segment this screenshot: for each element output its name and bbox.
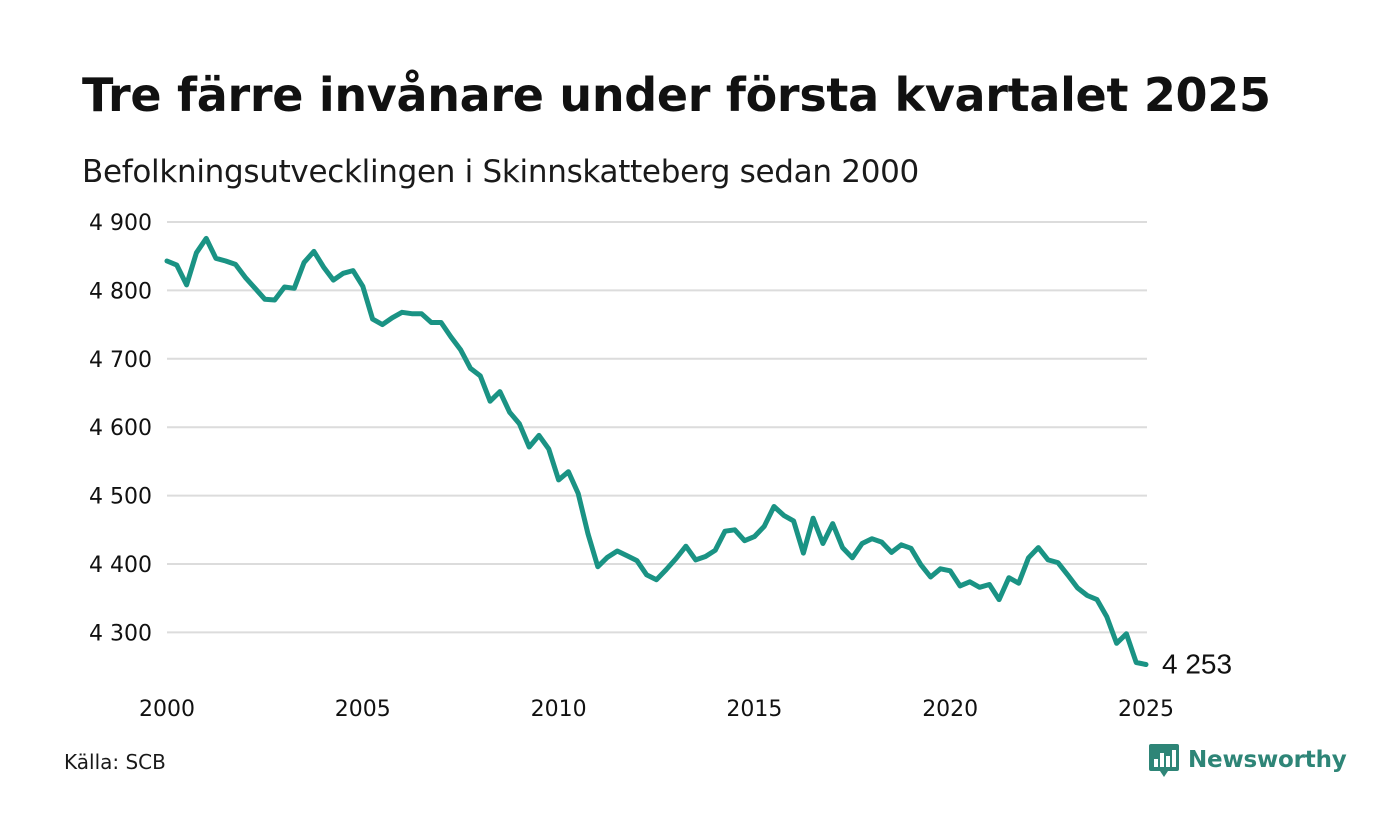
x-tick-label: 2005 (335, 697, 391, 722)
y-tick-label: 4 500 (89, 485, 152, 510)
chart-title: Tre färre invånare under första kvartale… (82, 68, 1271, 122)
x-tick-label: 2015 (726, 697, 782, 722)
x-tick-label: 2010 (531, 697, 587, 722)
y-tick-label: 4 600 (89, 416, 152, 441)
newsworthy-logo-icon (1149, 744, 1179, 777)
end-value-label: 4 253 (1162, 649, 1232, 680)
brand-logo: Newsworthy (1148, 742, 1347, 778)
x-tick-label: 2025 (1118, 697, 1174, 722)
x-tick-label: 2020 (922, 697, 978, 722)
y-tick-label: 4 800 (89, 279, 152, 304)
y-tick-label: 4 400 (89, 553, 152, 578)
y-tick-label: 4 300 (89, 621, 152, 646)
y-tick-label: 4 900 (89, 211, 152, 236)
series-line (164, 235, 1149, 667)
brand-name: Newsworthy (1188, 747, 1347, 773)
source-label: Källa: SCB (64, 750, 166, 774)
chart-subtitle: Befolkningsutvecklingen i Skinnskatteber… (82, 154, 919, 190)
x-tick-label: 2000 (139, 697, 195, 722)
y-tick-label: 4 700 (89, 348, 152, 373)
